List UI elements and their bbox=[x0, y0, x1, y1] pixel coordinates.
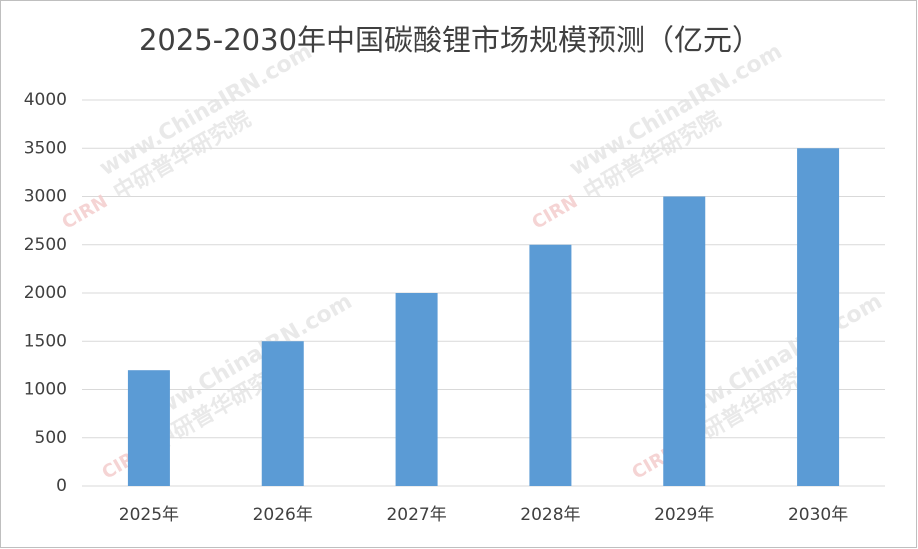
bar bbox=[663, 196, 706, 486]
chart-title: 2025-2030年中国碳酸锂市场规模预测（亿元） bbox=[139, 23, 761, 57]
x-tick-label: 2030年 bbox=[788, 505, 848, 525]
y-tick-label: 2000 bbox=[24, 283, 67, 303]
x-tick-label: 2028年 bbox=[520, 505, 580, 525]
y-tick-label: 3000 bbox=[24, 187, 67, 207]
y-tick-label: 500 bbox=[35, 428, 67, 448]
y-tick-label: 3500 bbox=[24, 138, 67, 158]
x-tick-label: 2026年 bbox=[253, 505, 313, 525]
y-tick-label: 1500 bbox=[24, 331, 67, 351]
bar bbox=[797, 148, 840, 486]
bar bbox=[529, 244, 572, 486]
y-tick-label: 2500 bbox=[24, 235, 67, 255]
bar bbox=[261, 341, 304, 486]
x-tick-label: 2029年 bbox=[654, 505, 714, 525]
y-tick-label: 1000 bbox=[24, 380, 67, 400]
x-tick-label: 2025年 bbox=[119, 505, 179, 525]
bar bbox=[127, 370, 170, 486]
bar bbox=[395, 293, 438, 486]
x-tick-label: 2027年 bbox=[386, 505, 446, 525]
y-tick-label: 4000 bbox=[24, 90, 67, 110]
y-tick-label: 0 bbox=[56, 476, 67, 496]
